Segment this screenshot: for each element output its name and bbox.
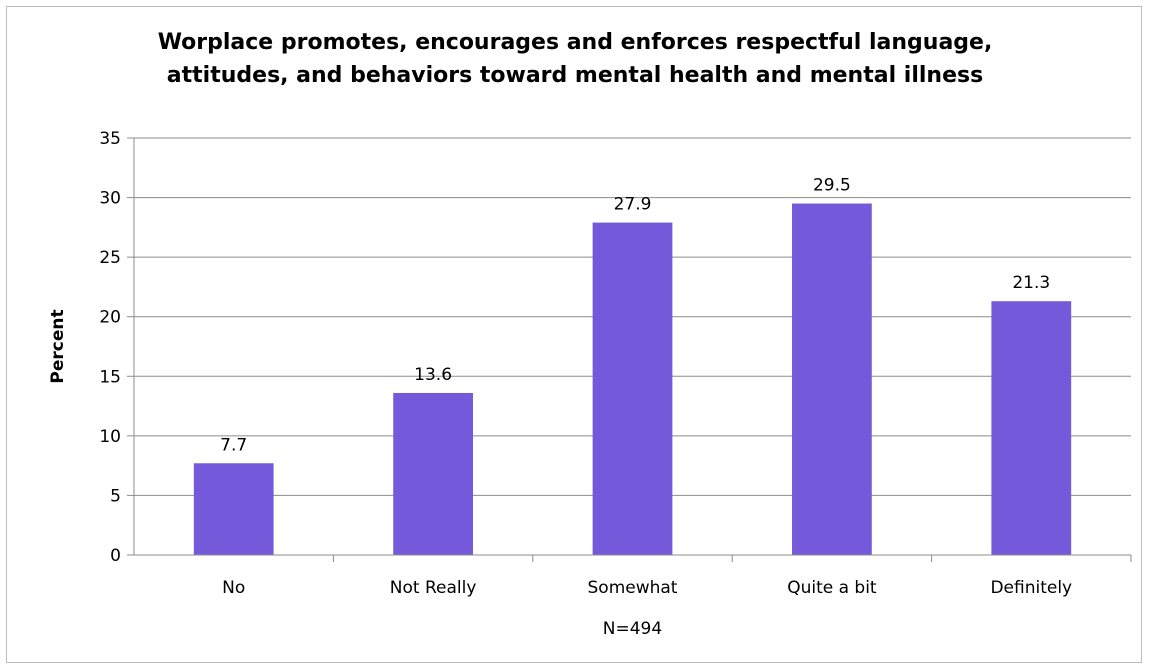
data-label: 13.6 [414, 365, 452, 385]
x-tick-labels: No Not Really Somewhat Quite a bit Definitel… [222, 578, 1072, 598]
data-label: 27.9 [614, 195, 652, 215]
data-label: 21.3 [1012, 273, 1050, 293]
data-label: 7.7 [220, 435, 247, 455]
data-label: 29.5 [813, 176, 851, 196]
chart-title-line-2: attitudes, and behaviors toward mental h… [166, 63, 984, 88]
bar [792, 203, 872, 555]
x-tick-label: Definitely [990, 578, 1072, 598]
y-tick-label: 5 [110, 486, 121, 506]
x-tick-label: Somewhat [588, 578, 678, 598]
y-tick-label: 20 [99, 308, 121, 328]
y-axis-title: Percent [48, 309, 68, 383]
chart-title-line-1: Worplace promotes, encourages and enforc… [157, 30, 993, 55]
y-tick-label: 30 [99, 189, 121, 209]
bar [393, 392, 473, 555]
bars [193, 203, 1072, 555]
x-tick-label: No [222, 578, 245, 598]
y-tick-label: 15 [99, 367, 121, 387]
data-labels: 7.7 13.6 27.9 29.5 21.3 [220, 176, 1050, 456]
chart-title: Worplace promotes, encourages and enforc… [0, 26, 1150, 92]
bar [991, 301, 1072, 555]
bar [193, 463, 274, 555]
y-tick-label: 10 [99, 427, 121, 447]
bar [592, 222, 673, 555]
y-tick-labels: 0 5 10 15 20 25 30 35 [99, 129, 121, 566]
y-tick-label: 25 [99, 248, 121, 268]
y-tick-label: 0 [110, 546, 121, 566]
y-tick-label: 35 [99, 129, 121, 149]
x-tick-label: Not Really [390, 578, 477, 598]
x-axis-title: N=494 [603, 619, 662, 639]
x-tick-label: Quite a bit [787, 578, 877, 598]
axes [133, 138, 1131, 556]
